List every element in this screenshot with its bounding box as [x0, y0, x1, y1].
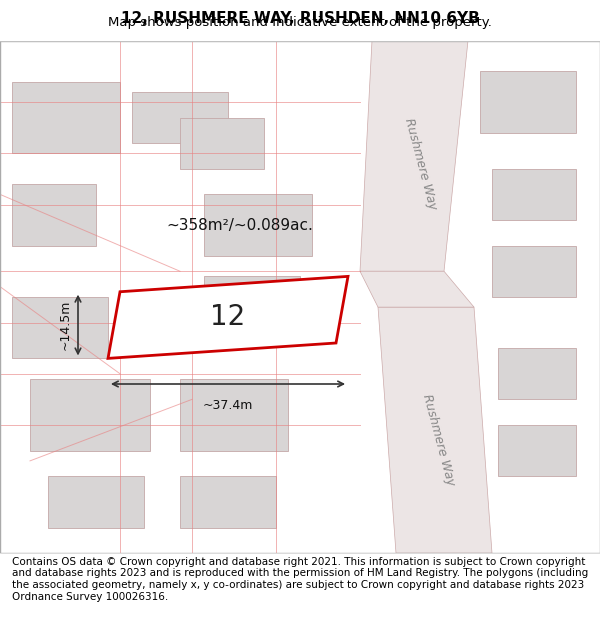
Bar [12, 184, 96, 246]
Bar [498, 348, 576, 399]
Bar [12, 82, 120, 153]
Polygon shape [360, 41, 468, 271]
Text: ~358m²/~0.089ac.: ~358m²/~0.089ac. [167, 217, 313, 232]
Bar [48, 476, 144, 528]
Text: Contains OS data © Crown copyright and database right 2021. This information is : Contains OS data © Crown copyright and d… [12, 557, 588, 601]
Bar [132, 92, 228, 143]
Bar [180, 118, 264, 169]
Bar [480, 71, 576, 133]
Bar [498, 425, 576, 476]
Bar [204, 194, 312, 256]
Bar [180, 476, 276, 528]
Text: Map shows position and indicative extent of the property.: Map shows position and indicative extent… [108, 16, 492, 29]
Bar [492, 246, 576, 297]
Polygon shape [360, 271, 474, 307]
Text: Rushmere Way: Rushmere Way [419, 393, 457, 488]
Text: 12: 12 [211, 303, 245, 331]
Text: ~37.4m: ~37.4m [203, 399, 253, 412]
Bar [30, 379, 150, 451]
Polygon shape [378, 307, 492, 553]
Text: ~14.5m: ~14.5m [59, 300, 72, 350]
Text: Rushmere Way: Rushmere Way [401, 116, 439, 211]
Bar [204, 276, 300, 328]
Text: 12, RUSHMERE WAY, RUSHDEN, NN10 6YB: 12, RUSHMERE WAY, RUSHDEN, NN10 6YB [121, 11, 479, 26]
Bar [180, 379, 288, 451]
Bar [12, 297, 108, 358]
Polygon shape [108, 276, 348, 358]
Bar [492, 169, 576, 220]
